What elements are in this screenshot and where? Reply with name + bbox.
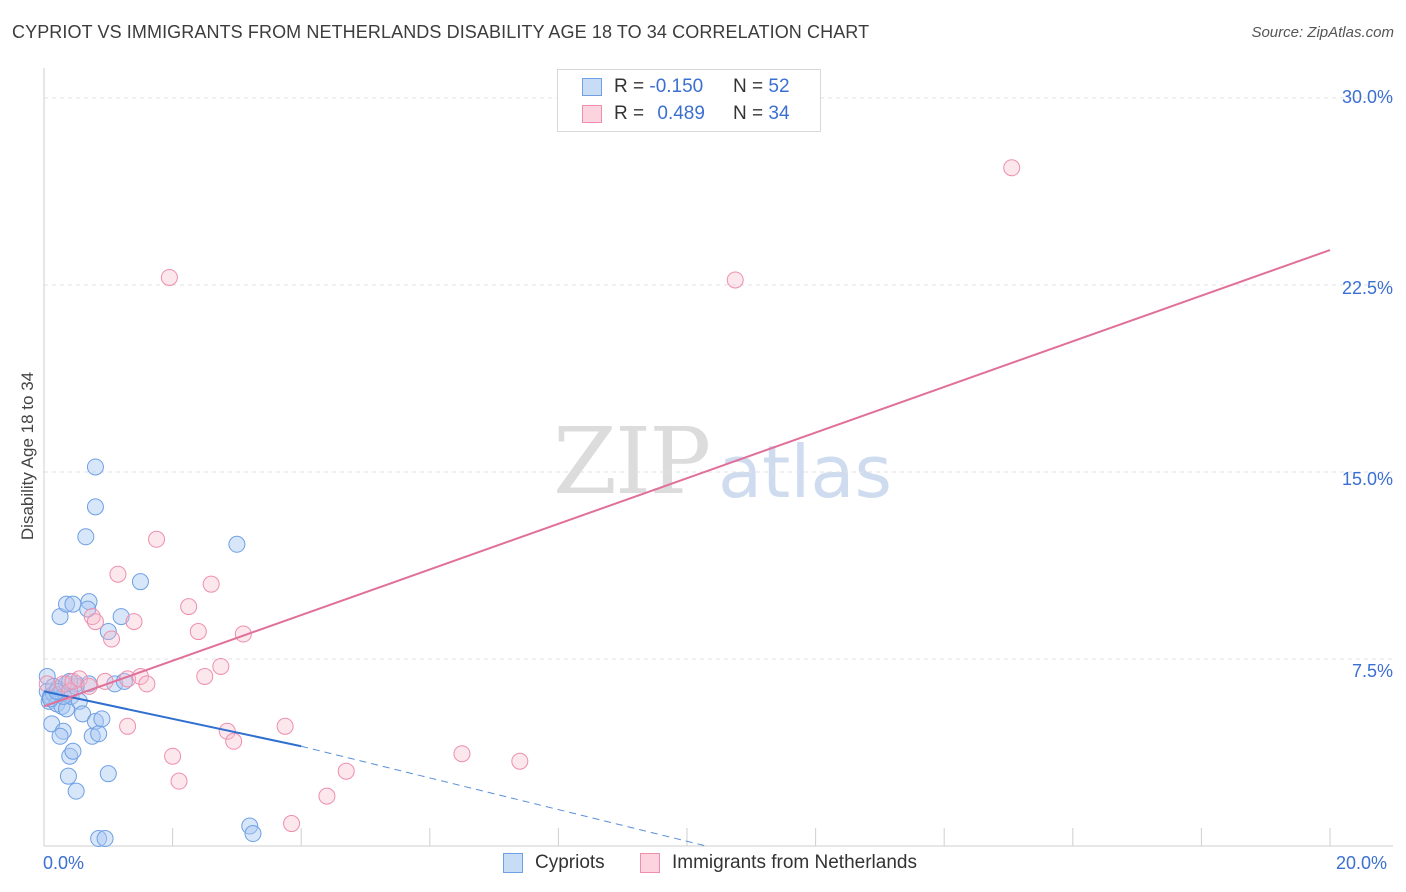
cypriot-point: [244, 825, 262, 843]
netherlands-point: [276, 717, 294, 735]
cypriots-trend-line: [43, 690, 302, 748]
netherlands-point: [283, 815, 301, 833]
r-label: R =: [614, 103, 650, 124]
cypriot-point: [64, 742, 82, 760]
netherlands-legend-swatch: [640, 853, 660, 873]
cypriot-point: [58, 595, 76, 613]
cypriot-point: [77, 528, 95, 546]
x-tick-label-max: 20.0%: [1336, 853, 1388, 873]
cypriots-swatch: [582, 78, 602, 96]
netherlands-point: [202, 575, 220, 593]
cypriot-point: [90, 830, 108, 848]
legend-item-netherlands[interactable]: Immigrants from Netherlands: [640, 852, 917, 874]
y-tick-label: 15.0%: [1341, 469, 1393, 489]
legend-item-cypriots[interactable]: Cypriots: [503, 852, 605, 874]
netherlands-point: [196, 667, 214, 685]
stats-legend: R = -0.150 N = 52 R = 0.489 N = 34: [557, 69, 821, 132]
cypriot-point: [64, 595, 82, 613]
netherlands-point: [170, 772, 188, 790]
netherlands-point: [148, 530, 166, 548]
netherlands-point: [511, 752, 529, 770]
cypriot-point: [59, 767, 77, 785]
netherlands-swatch: [582, 105, 602, 123]
n-value: 52: [768, 76, 790, 97]
chart-title: CYPRIOT VS IMMIGRANTS FROM NETHERLANDS D…: [12, 22, 870, 42]
source-credit: Source: ZipAtlas.com: [1251, 24, 1394, 41]
cypriot-point: [86, 498, 104, 516]
cypriot-point: [228, 535, 246, 553]
netherlands-point: [125, 613, 143, 631]
cypriot-point: [51, 727, 69, 745]
netherlands-point: [164, 747, 182, 765]
netherlands-point: [160, 268, 178, 286]
x-tick-label-min: 0.0%: [43, 853, 85, 873]
netherlands-point: [83, 608, 101, 626]
stats-row-cypriots: R = -0.150 N = 52: [582, 75, 790, 99]
netherlands-point: [180, 598, 198, 616]
cypriot-point: [96, 830, 114, 848]
netherlands-point: [212, 657, 230, 675]
netherlands-point: [337, 762, 355, 780]
y-tick-label: 30.0%: [1341, 87, 1393, 107]
cypriot-point: [131, 573, 149, 591]
cypriot-point: [67, 782, 85, 800]
netherlands-point: [103, 630, 121, 648]
cypriots-legend-swatch: [503, 853, 523, 873]
netherlands-point: [38, 675, 56, 693]
netherlands-point: [225, 732, 243, 750]
netherlands-point: [1003, 159, 1021, 177]
r-label: R =: [614, 76, 650, 97]
cypriot-point: [54, 722, 72, 740]
cypriots-trend-extension: [301, 745, 707, 847]
legend-label-cypriots: Cypriots: [535, 852, 605, 873]
netherlands-point: [86, 613, 104, 631]
netherlands-point: [138, 675, 156, 693]
y-axis-label: Disability Age 18 to 34: [18, 371, 37, 541]
netherlands-point: [453, 745, 471, 763]
netherlands-point: [80, 677, 98, 695]
n-label: N =: [733, 76, 769, 97]
cypriot-point: [93, 710, 111, 728]
netherlands-point: [318, 787, 336, 805]
cypriot-point: [99, 765, 117, 783]
y-tick-label: 7.5%: [1351, 661, 1393, 681]
netherlands-point: [109, 565, 127, 583]
r-value: -0.150: [649, 76, 704, 97]
netherlands-point: [726, 271, 744, 289]
cypriot-point: [86, 458, 104, 476]
netherlands-point: [189, 623, 207, 641]
n-value: 34: [768, 103, 790, 124]
n-label: N =: [733, 103, 769, 124]
legend-label-netherlands: Immigrants from Netherlands: [672, 852, 917, 873]
r-value: 0.489: [657, 103, 705, 124]
netherlands-point: [119, 717, 137, 735]
cypriot-point: [61, 747, 79, 765]
series-legend: Cypriots Immigrants from Netherlands: [0, 852, 1406, 878]
netherlands-trend-line: [43, 249, 1331, 708]
cypriot-point: [90, 725, 108, 743]
cypriot-point: [38, 667, 56, 685]
cypriot-point: [74, 705, 92, 723]
cypriot-point: [112, 608, 130, 626]
y-tick-label: 22.5%: [1341, 278, 1393, 298]
stats-row-netherlands: R = 0.489 N = 34: [582, 102, 790, 126]
